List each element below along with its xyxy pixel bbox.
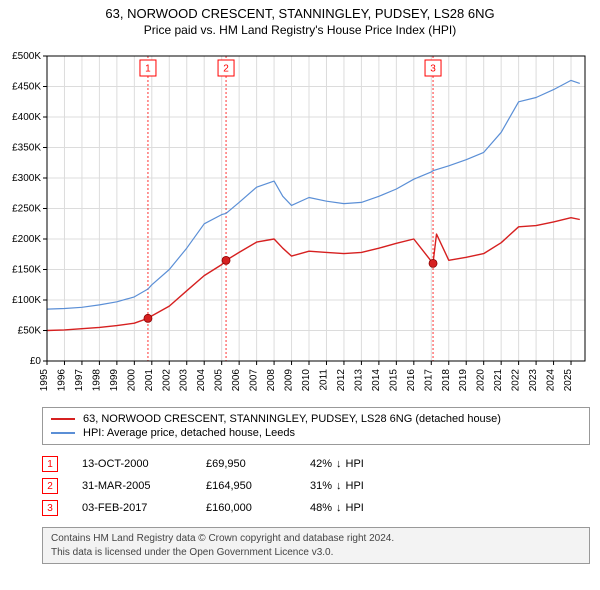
legend-swatch (51, 432, 75, 434)
svg-text:2013: 2013 (353, 369, 364, 392)
sale-row: 1 13-OCT-2000 £69,950 42% ↓ HPI (42, 453, 590, 475)
svg-text:2022: 2022 (511, 369, 522, 392)
sales-table: 1 13-OCT-2000 £69,950 42% ↓ HPI 2 31-MAR-2005 £1… (42, 453, 590, 519)
arrow-down-icon: ↓ (336, 480, 342, 492)
svg-text:2000: 2000 (126, 369, 137, 392)
svg-text:£500K: £500K (12, 51, 41, 62)
svg-text:2023: 2023 (528, 369, 539, 392)
svg-text:£400K: £400K (12, 112, 41, 123)
svg-text:2024: 2024 (546, 369, 557, 392)
sale-price: £69,950 (206, 458, 286, 470)
svg-text:1995: 1995 (39, 369, 50, 392)
svg-text:£350K: £350K (12, 143, 41, 154)
svg-text:2021: 2021 (493, 369, 504, 392)
svg-text:2008: 2008 (266, 369, 277, 392)
svg-text:£200K: £200K (12, 234, 41, 245)
sale-diff-pct: 42% (310, 458, 332, 470)
svg-text:2004: 2004 (196, 369, 207, 392)
sale-diff-vs: HPI (346, 480, 364, 492)
sale-date: 03-FEB-2017 (82, 502, 182, 514)
svg-text:£250K: £250K (12, 204, 41, 215)
svg-text:2014: 2014 (371, 369, 382, 392)
svg-text:2009: 2009 (284, 369, 295, 392)
arrow-down-icon: ↓ (336, 458, 342, 470)
svg-text:1999: 1999 (109, 369, 120, 392)
chart-area: £0 £50K £100K £150K £200K £250K £300K £350K £400… (5, 41, 595, 401)
svg-text:£100K: £100K (12, 295, 41, 306)
svg-text:2015: 2015 (388, 369, 399, 392)
svg-text:£0: £0 (30, 356, 42, 367)
svg-text:2002: 2002 (161, 369, 172, 392)
svg-text:2001: 2001 (144, 369, 155, 392)
svg-text:2012: 2012 (336, 369, 347, 392)
svg-text:1997: 1997 (74, 369, 85, 392)
svg-text:2006: 2006 (231, 369, 242, 392)
svg-text:2016: 2016 (406, 369, 417, 392)
legend-item: 63, NORWOOD CRESCENT, STANNINGLEY, PUDSE… (51, 412, 581, 426)
attribution-line-1: Contains HM Land Registry data © Crown c… (51, 532, 581, 546)
sale-row: 3 03-FEB-2017 £160,000 48% ↓ HPI (42, 497, 590, 519)
sale-row: 2 31-MAR-2005 £164,950 31% ↓ HPI (42, 475, 590, 497)
sale-date: 13-OCT-2000 (82, 458, 182, 470)
legend-item: HPI: Average price, detached house, Leed… (51, 426, 581, 440)
svg-text:2018: 2018 (441, 369, 452, 392)
legend: 63, NORWOOD CRESCENT, STANNINGLEY, PUDSE… (42, 407, 590, 445)
sale-badge: 2 (42, 478, 58, 494)
sale-diff-pct: 48% (310, 502, 332, 514)
svg-text:2007: 2007 (249, 369, 260, 392)
sale-badge: 1 (42, 456, 58, 472)
svg-text:1998: 1998 (91, 369, 102, 392)
svg-text:£150K: £150K (12, 265, 41, 276)
svg-text:£300K: £300K (12, 173, 41, 184)
svg-text:1996: 1996 (56, 369, 67, 392)
svg-text:2003: 2003 (179, 369, 190, 392)
sale-diff: 31% ↓ HPI (310, 480, 364, 492)
sale-price: £164,950 (206, 480, 286, 492)
sale-diff-pct: 31% (310, 480, 332, 492)
chart-container: 63, NORWOOD CRESCENT, STANNINGLEY, PUDSE… (0, 0, 600, 564)
sale-price: £160,000 (206, 502, 286, 514)
svg-text:2020: 2020 (476, 369, 487, 392)
legend-label: 63, NORWOOD CRESCENT, STANNINGLEY, PUDSE… (83, 413, 501, 425)
svg-text:2011: 2011 (318, 369, 329, 391)
sale-diff-vs: HPI (346, 458, 364, 470)
chart-title: 63, NORWOOD CRESCENT, STANNINGLEY, PUDSE… (0, 0, 600, 21)
svg-text:2019: 2019 (458, 369, 469, 392)
svg-text:2010: 2010 (301, 369, 312, 392)
sale-diff: 48% ↓ HPI (310, 502, 364, 514)
svg-text:2017: 2017 (423, 369, 434, 392)
sale-badge: 3 (42, 500, 58, 516)
sale-diff-vs: HPI (346, 502, 364, 514)
svg-text:£50K: £50K (18, 326, 42, 337)
legend-label: HPI: Average price, detached house, Leed… (83, 427, 295, 439)
sale-date: 31-MAR-2005 (82, 480, 182, 492)
svg-text:£450K: £450K (12, 82, 41, 93)
sale-diff: 42% ↓ HPI (310, 458, 364, 470)
svg-text:1: 1 (145, 64, 151, 75)
svg-text:2005: 2005 (214, 369, 225, 392)
legend-swatch (51, 418, 75, 420)
line-chart: £0 £50K £100K £150K £200K £250K £300K £350K £400… (5, 41, 595, 401)
svg-text:2025: 2025 (563, 369, 574, 392)
attribution-line-2: This data is licensed under the Open Gov… (51, 546, 581, 560)
svg-text:3: 3 (430, 64, 436, 75)
arrow-down-icon: ↓ (336, 502, 342, 514)
svg-text:2: 2 (223, 64, 229, 75)
chart-subtitle: Price paid vs. HM Land Registry's House … (0, 21, 600, 41)
attribution-box: Contains HM Land Registry data © Crown c… (42, 527, 590, 564)
